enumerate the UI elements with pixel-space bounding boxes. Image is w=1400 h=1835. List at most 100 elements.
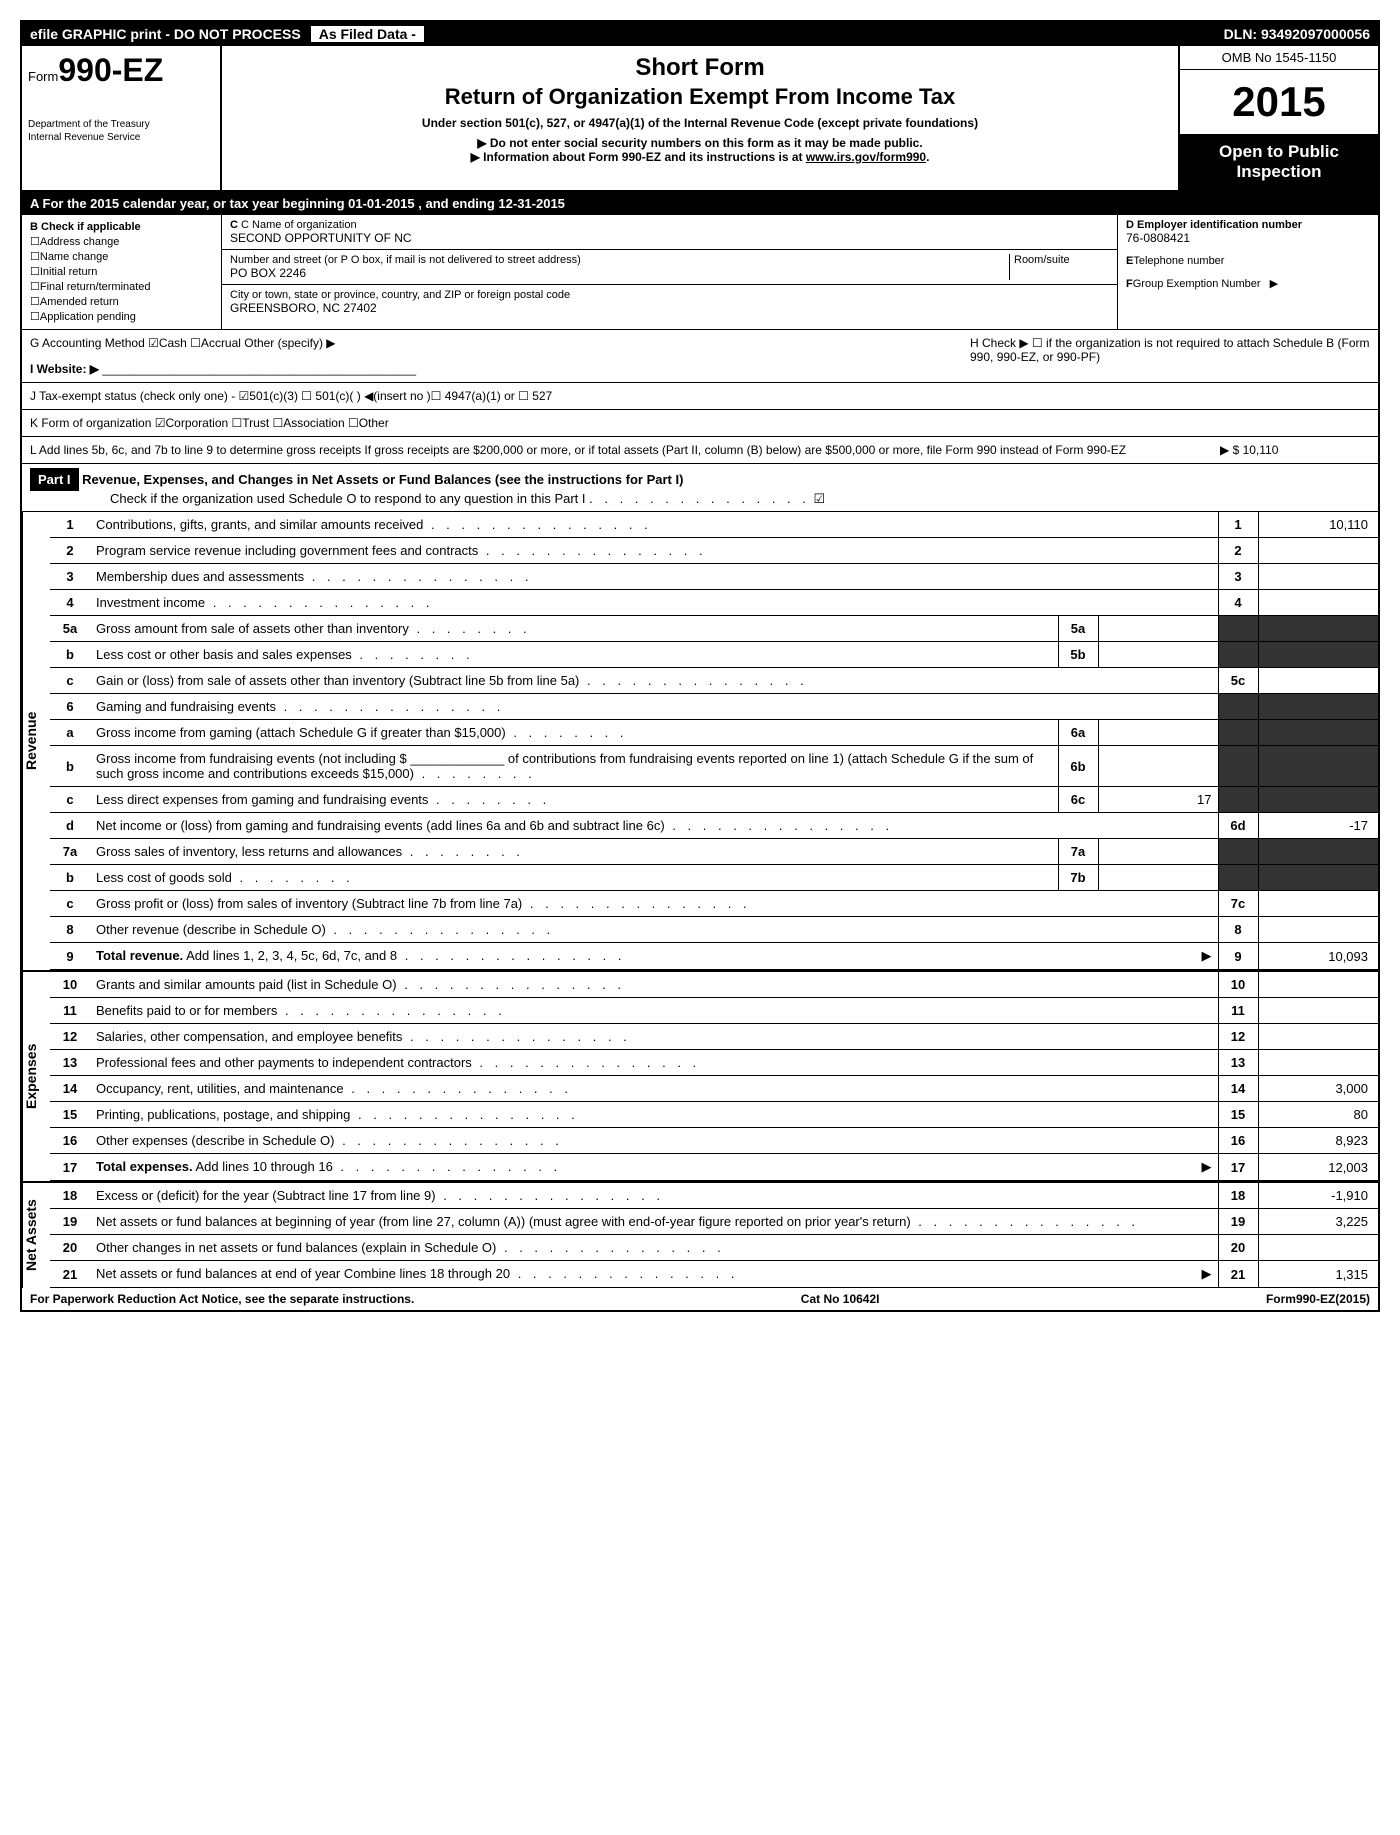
line-desc: Gross income from gaming (attach Schedul… [90, 720, 1058, 746]
line-val-cell: 80 [1258, 1102, 1378, 1128]
line-num-cell: 14 [1218, 1076, 1258, 1102]
line-num-cell: 9 [1218, 943, 1258, 970]
room-label: Room/suite [1009, 254, 1109, 280]
part1-header: Part I Revenue, Expenses, and Changes in… [22, 464, 1378, 512]
chk-amended[interactable]: ☐Amended return [30, 295, 213, 308]
form-990ez: efile GRAPHIC print - DO NOT PROCESS As … [20, 20, 1380, 1312]
line-number: 18 [50, 1183, 90, 1209]
expense-table: 10Grants and similar amounts paid (list … [50, 972, 1378, 1181]
tel-label: Telephone number [1133, 255, 1224, 267]
line-num-cell: 12 [1218, 1024, 1258, 1050]
group-label: Group Exemption Number [1133, 278, 1261, 290]
line-num-cell: 20 [1218, 1235, 1258, 1261]
line-row: 17Total expenses. Add lines 10 through 1… [50, 1154, 1378, 1181]
revenue-section: Revenue 1Contributions, gifts, grants, a… [22, 512, 1378, 970]
line-num-cell: 13 [1218, 1050, 1258, 1076]
part1-label: Part I [30, 468, 79, 491]
title-return: Return of Organization Exempt From Incom… [228, 84, 1172, 110]
line-number: 7a [50, 839, 90, 865]
dept-treasury: Department of the Treasury [28, 119, 214, 130]
line-row: 3Membership dues and assessments3 [50, 564, 1378, 590]
line-desc: Other revenue (describe in Schedule O) [90, 917, 1218, 943]
sub-line-val: 17 [1098, 787, 1218, 813]
line-number: c [50, 891, 90, 917]
line-row: 8Other revenue (describe in Schedule O)8 [50, 917, 1378, 943]
chk-pending[interactable]: ☐Application pending [30, 310, 213, 323]
chk-initial[interactable]: ☐Initial return [30, 265, 213, 278]
line-num-cell: 10 [1218, 972, 1258, 998]
line-num-cell: 4 [1218, 590, 1258, 616]
chk-name[interactable]: ☐Name change [30, 250, 213, 263]
row-l: L Add lines 5b, 6c, and 7b to line 9 to … [22, 437, 1378, 464]
footer-center: Cat No 10642I [801, 1292, 880, 1306]
chk-final[interactable]: ☐Final return/terminated [30, 280, 213, 293]
org-name-label: C C Name of organization [230, 219, 1109, 231]
chk-final-label: Final return/terminated [40, 281, 151, 293]
line-number: 19 [50, 1209, 90, 1235]
line-val-cell [1258, 590, 1378, 616]
line-desc: Gross profit or (loss) from sales of inv… [90, 891, 1218, 917]
line-number: 20 [50, 1235, 90, 1261]
line-desc: Benefits paid to or for members [90, 998, 1218, 1024]
line-val-cell [1258, 1235, 1378, 1261]
city-value: GREENSBORO, NC 27402 [230, 301, 1109, 315]
line-val-cell [1258, 538, 1378, 564]
row-j: J Tax-exempt status (check only one) - ☑… [22, 383, 1378, 410]
chk-address[interactable]: ☐Address change [30, 235, 213, 248]
line-val-cell: 1,315 [1258, 1261, 1378, 1288]
line-val-cell: 10,093 [1258, 943, 1378, 970]
line-row: 9Total revenue. Add lines 1, 2, 3, 4, 5c… [50, 943, 1378, 970]
line-number: c [50, 787, 90, 813]
line-number: 17 [50, 1154, 90, 1181]
sub-line-num: 5a [1058, 616, 1098, 642]
header: Form990-EZ Department of the Treasury In… [22, 46, 1378, 192]
line-val-cell [1258, 1024, 1378, 1050]
line-desc: Net income or (loss) from gaming and fun… [90, 813, 1218, 839]
row-gh: G Accounting Method ☑Cash ☐Accrual Other… [22, 330, 1378, 383]
row-i-label: I Website: ▶ [30, 362, 99, 376]
line-desc: Gain or (loss) from sale of assets other… [90, 668, 1218, 694]
line-row: 19Net assets or fund balances at beginni… [50, 1209, 1378, 1235]
line-number: a [50, 720, 90, 746]
line-desc: Investment income [90, 590, 1218, 616]
line-val-cell: 3,225 [1258, 1209, 1378, 1235]
line-row: 21Net assets or fund balances at end of … [50, 1261, 1378, 1288]
line-row: aGross income from gaming (attach Schedu… [50, 720, 1378, 746]
form-prefix: Form [28, 69, 58, 84]
chk-amended-label: Amended return [40, 296, 119, 308]
row-h: H Check ▶ ☐ if the organization is not r… [970, 336, 1370, 376]
line-desc: Occupancy, rent, utilities, and maintena… [90, 1076, 1218, 1102]
row-a: A For the 2015 calendar year, or tax yea… [22, 192, 1378, 215]
line-number: c [50, 668, 90, 694]
line-val-cell: 10,110 [1258, 512, 1378, 538]
line-val-cell [1258, 616, 1378, 642]
line-row: bLess cost of goods sold7b [50, 865, 1378, 891]
sub-line-val [1098, 865, 1218, 891]
line-number: b [50, 642, 90, 668]
warn-info: ▶ Information about Form 990-EZ and its … [228, 150, 1172, 164]
line-val-cell [1258, 642, 1378, 668]
line-row: 7aGross sales of inventory, less returns… [50, 839, 1378, 865]
line-number: 1 [50, 512, 90, 538]
line-number: 14 [50, 1076, 90, 1102]
line-row: 6Gaming and fundraising events [50, 694, 1378, 720]
col-b-title: B Check if applicable [30, 221, 213, 233]
line-number: 21 [50, 1261, 90, 1288]
line-number: 11 [50, 998, 90, 1024]
line-number: 4 [50, 590, 90, 616]
warn2-text: Information about Form 990-EZ and its in… [483, 150, 806, 164]
warn2-link[interactable]: www.irs.gov/form990 [806, 150, 926, 164]
line-num-cell: 1 [1218, 512, 1258, 538]
line-num-cell: 3 [1218, 564, 1258, 590]
line-desc: Total revenue. Add lines 1, 2, 3, 4, 5c,… [90, 943, 1218, 970]
line-number: 8 [50, 917, 90, 943]
line-row: cGross profit or (loss) from sales of in… [50, 891, 1378, 917]
line-row: 1Contributions, gifts, grants, and simil… [50, 512, 1378, 538]
sub-line-num: 6b [1058, 746, 1098, 787]
line-val-cell [1258, 564, 1378, 590]
line-num-cell: 7c [1218, 891, 1258, 917]
line-number: 13 [50, 1050, 90, 1076]
col-d: D Employer identification number 76-0808… [1118, 215, 1378, 329]
col-b: B Check if applicable ☐Address change ☐N… [22, 215, 222, 329]
sub-line-val [1098, 746, 1218, 787]
